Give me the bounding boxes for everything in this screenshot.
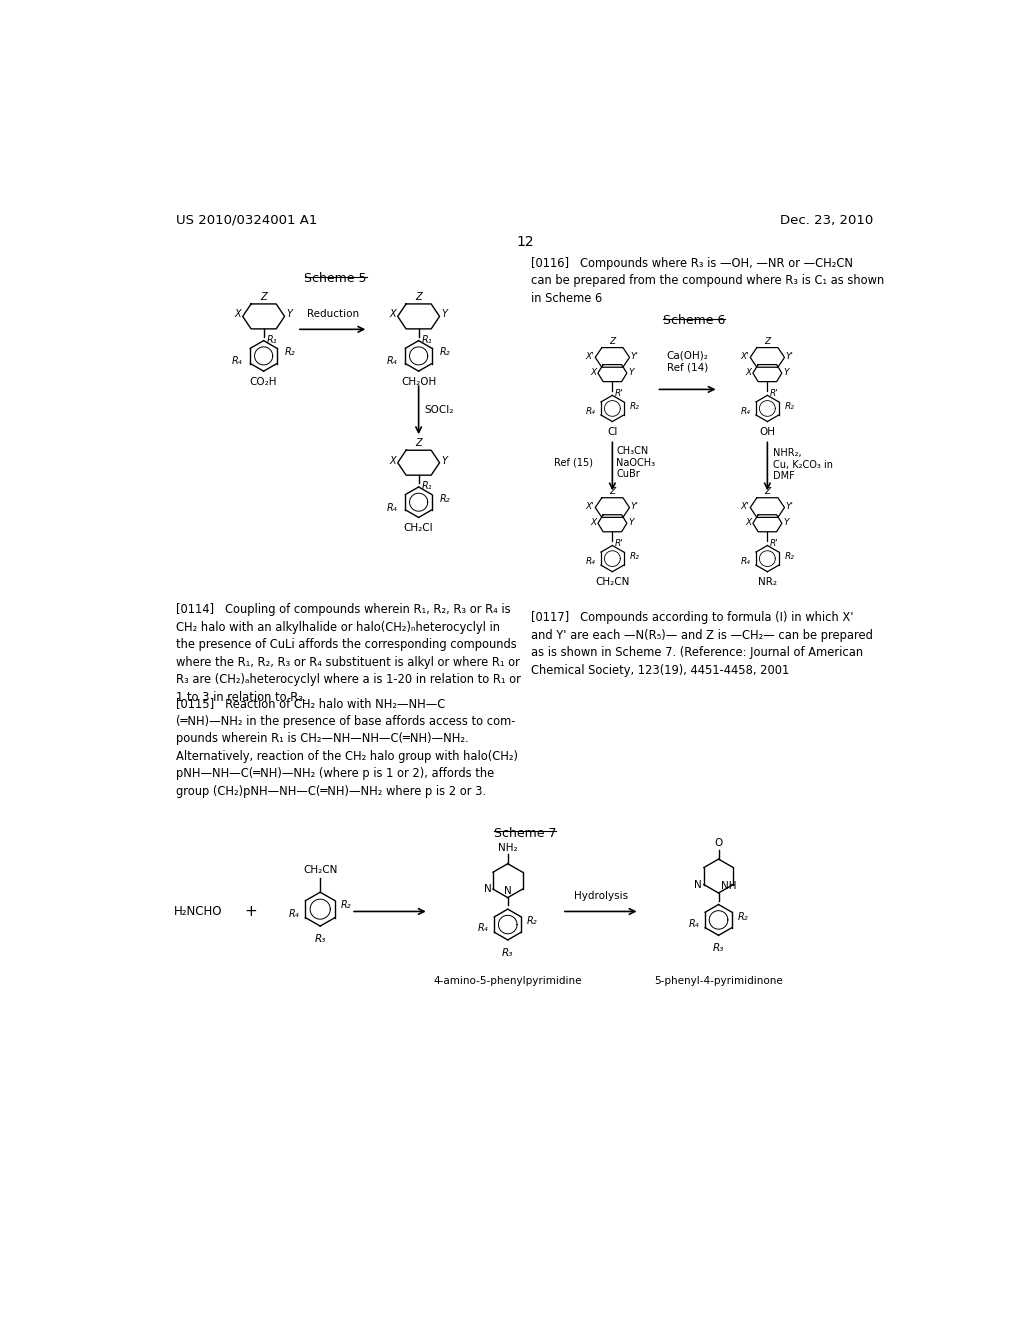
Text: 4-amino-5-phenylpyrimidine: 4-amino-5-phenylpyrimidine xyxy=(433,977,582,986)
Text: NHR₂,
Cu, K₂CO₃ in
DMF: NHR₂, Cu, K₂CO₃ in DMF xyxy=(773,449,833,482)
Text: R₂: R₂ xyxy=(439,494,451,504)
Text: Z: Z xyxy=(764,337,770,346)
Text: Scheme 6: Scheme 6 xyxy=(663,314,725,327)
Text: Dec. 23, 2010: Dec. 23, 2010 xyxy=(780,214,873,227)
Text: CH₂OH: CH₂OH xyxy=(401,376,436,387)
Text: R₃: R₃ xyxy=(713,942,724,953)
Text: R': R' xyxy=(615,539,624,548)
Text: X: X xyxy=(390,309,396,319)
Text: R': R' xyxy=(770,539,779,548)
Text: R₂: R₂ xyxy=(527,916,538,927)
Text: [0115]   Reaction of CH₂ halo with NH₂—NH—C
(═NH)—NH₂ in the presence of base af: [0115] Reaction of CH₂ halo with NH₂—NH—… xyxy=(176,697,518,797)
Text: NR₂: NR₂ xyxy=(758,577,777,587)
Text: R₂: R₂ xyxy=(630,403,639,411)
Text: R': R' xyxy=(615,389,624,397)
Text: R₄: R₄ xyxy=(740,408,751,416)
Text: Y': Y' xyxy=(631,351,639,360)
Text: Y: Y xyxy=(628,368,634,378)
Text: CH₂CN: CH₂CN xyxy=(595,577,630,587)
Text: OH: OH xyxy=(760,426,775,437)
Text: N: N xyxy=(694,879,702,890)
Text: Scheme 7: Scheme 7 xyxy=(494,826,556,840)
Text: Z: Z xyxy=(416,292,422,302)
Text: R₄: R₄ xyxy=(740,557,751,566)
Text: R₁: R₁ xyxy=(422,482,432,491)
Text: NH₂: NH₂ xyxy=(498,843,517,853)
Text: Hydrolysis: Hydrolysis xyxy=(573,891,628,900)
Text: R₂: R₂ xyxy=(341,900,352,911)
Text: Y: Y xyxy=(441,309,446,319)
Text: NH: NH xyxy=(721,882,736,891)
Text: US 2010/0324001 A1: US 2010/0324001 A1 xyxy=(176,214,317,227)
Text: N: N xyxy=(504,886,512,896)
Text: Ca(OH)₂
Ref (14): Ca(OH)₂ Ref (14) xyxy=(667,351,709,372)
Text: Y: Y xyxy=(286,309,292,319)
Text: R₄: R₄ xyxy=(387,503,397,512)
Text: [0114]   Coupling of compounds wherein R₁, R₂, R₃ or R₄ is
CH₂ halo with an alky: [0114] Coupling of compounds wherein R₁,… xyxy=(176,603,521,704)
Text: [0116]   Compounds where R₃ is —OH, —NR or —CH₂CN
can be prepared from the compo: [0116] Compounds where R₃ is —OH, —NR or… xyxy=(531,257,885,305)
Text: R₂: R₂ xyxy=(285,347,295,358)
Text: X': X' xyxy=(586,351,594,360)
Text: Z: Z xyxy=(609,337,615,346)
Text: H₂NCHO: H₂NCHO xyxy=(173,906,222,917)
Text: Scheme 5: Scheme 5 xyxy=(304,272,367,285)
Text: [0117]   Compounds according to formula (I) in which X'
and Y' are each —N(R₅)— : [0117] Compounds according to formula (I… xyxy=(531,611,872,677)
Text: R₄: R₄ xyxy=(586,408,595,416)
Text: Y: Y xyxy=(441,455,446,466)
Text: CH₃CN
NaOCH₃
CuBr: CH₃CN NaOCH₃ CuBr xyxy=(616,446,655,479)
Text: +: + xyxy=(244,904,257,919)
Text: R₄: R₄ xyxy=(232,356,243,367)
Text: R₄: R₄ xyxy=(289,908,299,919)
Text: R₂: R₂ xyxy=(630,552,639,561)
Text: Y: Y xyxy=(783,368,788,378)
Text: Y: Y xyxy=(628,519,634,527)
Text: Z: Z xyxy=(609,487,615,496)
Text: X: X xyxy=(745,519,752,527)
Text: X: X xyxy=(390,455,396,466)
Text: R₃: R₃ xyxy=(314,933,326,944)
Text: CH₂CN: CH₂CN xyxy=(303,866,337,875)
Text: X': X' xyxy=(586,502,594,511)
Text: R₄: R₄ xyxy=(586,557,595,566)
Text: Y': Y' xyxy=(785,351,794,360)
Text: X: X xyxy=(591,519,597,527)
Text: R': R' xyxy=(770,389,779,397)
Text: R₃: R₃ xyxy=(502,948,513,957)
Text: Y': Y' xyxy=(785,502,794,511)
Text: X: X xyxy=(745,368,752,378)
Text: Z: Z xyxy=(416,438,422,449)
Text: Z: Z xyxy=(260,292,267,302)
Text: Y: Y xyxy=(783,519,788,527)
Text: N: N xyxy=(483,884,492,894)
Text: CO₂H: CO₂H xyxy=(250,376,278,387)
Text: R₂: R₂ xyxy=(738,912,749,921)
Text: R₄: R₄ xyxy=(387,356,397,367)
Text: R₁: R₁ xyxy=(266,335,278,345)
Text: CH₂Cl: CH₂Cl xyxy=(403,523,433,533)
Text: Y': Y' xyxy=(631,502,639,511)
Text: X: X xyxy=(234,309,242,319)
Text: SOCl₂: SOCl₂ xyxy=(425,405,455,416)
Text: X': X' xyxy=(740,502,749,511)
Text: 12: 12 xyxy=(516,235,534,249)
Text: Reduction: Reduction xyxy=(306,309,358,318)
Text: X: X xyxy=(591,368,597,378)
Text: R₂: R₂ xyxy=(784,552,795,561)
Text: R₂: R₂ xyxy=(784,403,795,411)
Text: 5-phenyl-4-pyrimidinone: 5-phenyl-4-pyrimidinone xyxy=(654,977,783,986)
Text: R₂: R₂ xyxy=(439,347,451,358)
Text: Z: Z xyxy=(764,487,770,496)
Text: R₄: R₄ xyxy=(688,919,699,929)
Text: Cl: Cl xyxy=(607,426,617,437)
Text: Ref (15): Ref (15) xyxy=(554,458,593,467)
Text: R₁: R₁ xyxy=(422,335,432,345)
Text: O: O xyxy=(715,838,723,849)
Text: X': X' xyxy=(740,351,749,360)
Text: R₄: R₄ xyxy=(478,924,488,933)
